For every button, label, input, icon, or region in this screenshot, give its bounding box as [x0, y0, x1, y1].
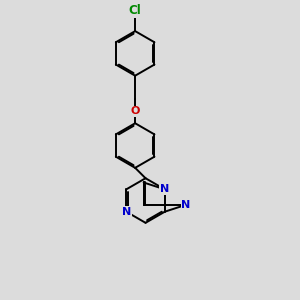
Text: N: N — [122, 207, 131, 217]
Text: N: N — [182, 200, 191, 210]
Text: Cl: Cl — [129, 4, 142, 17]
Text: O: O — [130, 106, 140, 116]
Text: N: N — [160, 184, 170, 194]
